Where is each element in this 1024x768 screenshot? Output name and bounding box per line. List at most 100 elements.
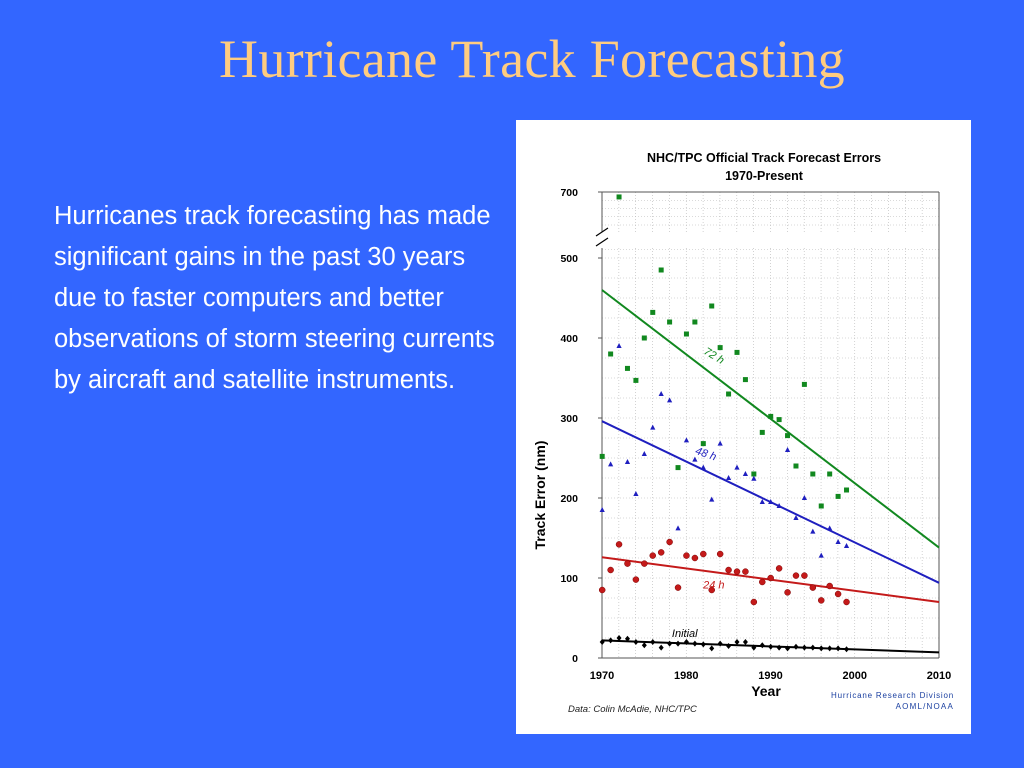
data-point [641, 335, 647, 341]
data-point [650, 424, 656, 430]
data-point [667, 319, 673, 325]
data-point [818, 552, 824, 558]
data-point [709, 496, 715, 502]
track-error-chart: NHC/TPC Official Track Forecast Errors 1… [532, 151, 954, 715]
data-point [649, 552, 656, 559]
data-point [776, 503, 782, 508]
data-point [810, 471, 816, 477]
data-point [784, 447, 791, 452]
data-point [768, 413, 774, 419]
axis-break-marks [595, 227, 609, 247]
data-point [733, 568, 741, 575]
data-point [641, 642, 647, 649]
series-label: 24 h [702, 580, 724, 592]
y-tick-label: 100 [560, 573, 578, 585]
data-point [657, 549, 665, 556]
x-tick-label: 1990 [758, 670, 782, 682]
data-point [700, 441, 706, 447]
data-point [709, 303, 715, 309]
data-point [768, 499, 774, 504]
data-point [667, 397, 673, 403]
data-point [844, 646, 850, 653]
data-point [775, 565, 783, 572]
data-point [750, 598, 758, 606]
data-point [776, 644, 782, 651]
y-tick-label: 200 [560, 493, 578, 505]
x-tick-label: 1970 [590, 670, 614, 682]
series-72h: 72 h [599, 194, 940, 549]
data-credit: Data: Colin McAdie, NHC/TPC [568, 704, 697, 715]
data-point [734, 464, 740, 470]
data-point [759, 642, 765, 649]
data-point [776, 417, 782, 423]
data-point [616, 343, 622, 348]
data-point [717, 345, 723, 351]
data-point [751, 475, 757, 481]
data-point [810, 528, 816, 534]
data-point [615, 541, 623, 548]
slide-title: Hurricane Track Forecasting [219, 29, 845, 89]
data-point [607, 566, 614, 574]
data-point [624, 560, 631, 567]
data-point [818, 503, 824, 509]
data-point [650, 309, 656, 315]
data-point [608, 351, 614, 357]
data-point [675, 525, 681, 531]
data-point [725, 566, 732, 574]
data-point [834, 590, 842, 598]
x-tick-label: 1980 [674, 670, 698, 682]
data-point [616, 635, 622, 641]
data-point [666, 538, 673, 546]
data-point [683, 331, 689, 337]
data-point [785, 433, 791, 439]
data-point [801, 495, 807, 500]
data-point [734, 639, 740, 645]
data-point [700, 641, 706, 648]
data-point [844, 487, 850, 493]
org-affiliation: AOML/NOAA [896, 702, 954, 711]
data-point [759, 499, 765, 504]
data-point [725, 475, 732, 480]
data-point [759, 429, 765, 435]
data-point [835, 645, 841, 652]
data-point [801, 572, 808, 579]
data-point [675, 640, 681, 647]
data-point [835, 493, 841, 499]
data-point [624, 459, 631, 464]
data-point [599, 639, 605, 645]
data-point [633, 639, 639, 645]
data-point [616, 194, 622, 200]
data-point [641, 451, 647, 456]
data-point [827, 645, 833, 652]
data-point [818, 597, 825, 604]
data-point [759, 578, 766, 586]
data-point [784, 589, 791, 596]
data-point [683, 437, 690, 443]
data-point [700, 464, 706, 470]
data-point [835, 539, 841, 544]
data-point [742, 639, 748, 645]
data-point [726, 391, 732, 397]
data-point [700, 550, 707, 558]
data-point [675, 465, 681, 471]
data-point [709, 645, 715, 652]
data-point [827, 471, 833, 477]
data-point [632, 576, 640, 583]
data-point [658, 644, 664, 651]
data-point [792, 572, 800, 579]
data-point [608, 461, 614, 467]
data-point [793, 643, 799, 650]
data-point [624, 365, 630, 371]
data-point [751, 644, 757, 651]
data-point [716, 550, 724, 558]
data-point [691, 554, 699, 562]
data-point [633, 491, 639, 496]
plot-frame [595, 191, 940, 659]
data-point [692, 319, 698, 325]
y-tick-label: 700 [560, 187, 578, 199]
data-point [708, 586, 715, 594]
data-point [734, 349, 740, 355]
data-point [801, 381, 807, 387]
x-tick-label: 2000 [843, 670, 867, 682]
slide-body-text: Hurricanes track forecasting has made si… [54, 202, 495, 394]
